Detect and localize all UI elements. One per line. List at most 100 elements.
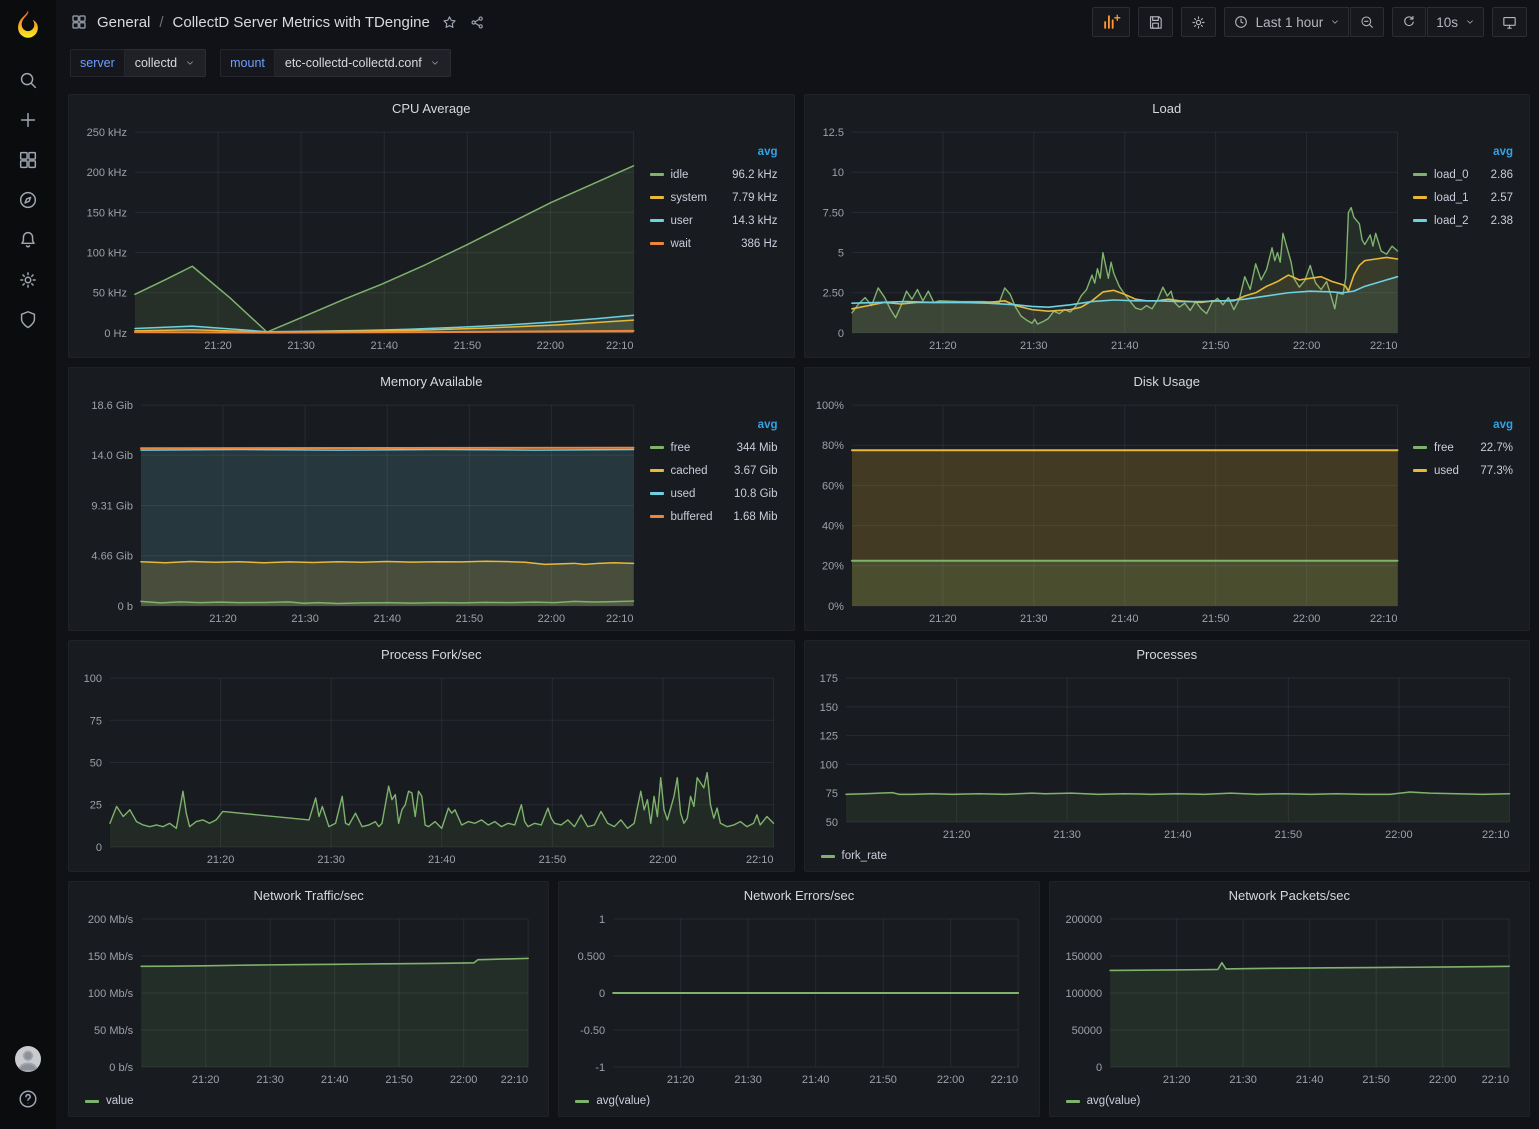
chart-area[interactable]: 0 b4.66 Gib9.31 Gib14.0 Gib18.6 Gib21:20… [75, 395, 648, 628]
variable-mount-value[interactable]: etc-collectd-collectd.conf [275, 49, 451, 77]
svg-text:21:20: 21:20 [1163, 1074, 1191, 1086]
svg-text:22:00: 22:00 [537, 340, 565, 352]
sidebar-item-alerting[interactable] [6, 220, 50, 260]
series-name[interactable]: load_2 [1434, 215, 1469, 227]
chart-area[interactable]: 02.5057.501012.521:2021:3021:4021:5022:0… [811, 122, 1412, 355]
dashboard-settings-button[interactable] [1181, 7, 1216, 37]
panel-row-4: Network Traffic/sec 0 b/s50 Mb/s100 Mb/s… [68, 881, 1530, 1117]
panel-body: 0%20%40%60%80%100%21:2021:3021:4021:5022… [805, 395, 1530, 630]
series-name[interactable]: avg(value) [596, 1095, 650, 1107]
legend: avgfree22.7%used77.3% [1411, 395, 1523, 628]
svg-text:75: 75 [825, 788, 837, 800]
legend-item: wait 386 Hz [650, 232, 778, 255]
sidebar-item-search[interactable] [6, 60, 50, 100]
panel-title[interactable]: Network Traffic/sec [69, 883, 548, 909]
legend-avg-header[interactable]: avg [650, 146, 778, 158]
sidebar-item-profile[interactable] [6, 1039, 50, 1079]
svg-text:22:10: 22:10 [501, 1074, 529, 1086]
zoom-out-button[interactable] [1350, 7, 1384, 37]
star-dashboard-button[interactable] [441, 14, 458, 31]
chart-area[interactable]: 0 b/s50 Mb/s100 Mb/s150 Mb/s200 Mb/s21:2… [75, 909, 542, 1089]
svg-text:21:40: 21:40 [1296, 1074, 1324, 1086]
svg-text:4.66 Gib: 4.66 Gib [91, 551, 133, 563]
variable-server-label: server [70, 49, 125, 77]
panel-title[interactable]: Disk Usage [805, 369, 1530, 395]
legend-item: free22.7% [1413, 436, 1513, 459]
svg-text:150000: 150000 [1065, 951, 1102, 963]
panel-title[interactable]: CPU Average [69, 96, 794, 122]
grafana-app: General / CollectD Server Metrics with T… [0, 0, 1539, 1129]
svg-text:22:00: 22:00 [1292, 613, 1320, 625]
series-name[interactable]: user [671, 215, 693, 227]
variable-mount[interactable]: mount etc-collectd-collectd.conf [220, 49, 451, 77]
panel-title[interactable]: Network Errors/sec [559, 883, 1038, 909]
legend-avg-header[interactable]: avg [1413, 146, 1513, 158]
sidebar-item-dashboards[interactable] [6, 140, 50, 180]
main-area: General / CollectD Server Metrics with T… [56, 0, 1539, 1129]
panel-body: 0 Hz50 kHz100 kHz150 kHz200 kHz250 kHz21… [69, 122, 794, 357]
panel: Network Traffic/sec 0 b/s50 Mb/s100 Mb/s… [68, 881, 549, 1117]
svg-text:21:40: 21:40 [1110, 340, 1138, 352]
sidebar-item-explore[interactable] [6, 180, 50, 220]
series-name[interactable]: cached [671, 465, 708, 477]
series-name[interactable]: load_1 [1434, 192, 1469, 204]
dashboard-settings-gear-icon [1190, 14, 1207, 31]
series-name[interactable]: buffered [671, 511, 713, 523]
chart-area[interactable]: 025507510021:2021:3021:4021:5022:0022:10 [75, 668, 788, 869]
refresh-interval-label: 10s [1436, 15, 1458, 30]
series-swatch [1066, 1100, 1080, 1103]
legend-avg-header[interactable]: avg [1413, 419, 1513, 431]
panel-title[interactable]: Memory Available [69, 369, 794, 395]
series-name[interactable]: free [671, 442, 691, 454]
chart-area[interactable]: 0 Hz50 kHz100 kHz150 kHz200 kHz250 kHz21… [75, 122, 648, 355]
variable-server[interactable]: server collectd [70, 49, 206, 77]
save-dashboard-button[interactable] [1138, 7, 1173, 37]
svg-text:21:20: 21:20 [667, 1074, 695, 1086]
series-name[interactable]: used [671, 488, 696, 500]
chart-area[interactable]: 05000010000015000020000021:2021:3021:402… [1056, 909, 1523, 1089]
svg-text:100 Mb/s: 100 Mb/s [88, 988, 134, 1000]
legend-item: system7.79 kHz [650, 186, 778, 209]
share-dashboard-button[interactable] [469, 14, 486, 31]
chevron-down-icon [1330, 17, 1340, 27]
sidebar-item-configuration[interactable] [6, 260, 50, 300]
sidebar-item-server-admin[interactable] [6, 300, 50, 340]
series-name[interactable]: free [1434, 442, 1454, 454]
svg-text:22:10: 22:10 [991, 1074, 1019, 1086]
panel-title[interactable]: Load [805, 96, 1530, 122]
series-name[interactable]: wait [671, 238, 691, 250]
chart-area[interactable]: 507510012515017521:2021:3021:4021:5022:0… [811, 668, 1524, 844]
series-name[interactable]: load_0 [1434, 169, 1469, 181]
panel-body: 0 b/s50 Mb/s100 Mb/s150 Mb/s200 Mb/s21:2… [69, 909, 548, 1091]
legend-item: free344 Mib [650, 436, 778, 459]
variable-server-value[interactable]: collectd [125, 49, 206, 77]
configuration-gear-icon [17, 269, 39, 291]
series-name[interactable]: value [106, 1095, 134, 1107]
legend-item: idle96.2 kHz [650, 163, 778, 186]
panel-title[interactable]: Network Packets/sec [1050, 883, 1529, 909]
svg-text:21:30: 21:30 [1229, 1074, 1257, 1086]
legend-avg-header[interactable]: avg [650, 419, 778, 431]
sidebar-item-help[interactable] [6, 1079, 50, 1119]
refresh-interval-picker[interactable]: 10s [1427, 7, 1484, 37]
series-name[interactable]: used [1434, 465, 1459, 477]
series-name[interactable]: fork_rate [842, 850, 887, 862]
sidebar-item-create[interactable] [6, 100, 50, 140]
cycle-view-button[interactable] [1492, 7, 1527, 37]
time-range-picker[interactable]: Last 1 hour [1224, 7, 1350, 37]
panel: Memory Available 0 b4.66 Gib9.31 Gib14.0… [68, 367, 795, 631]
chart-area[interactable]: 0%20%40%60%80%100%21:2021:3021:4021:5022… [811, 395, 1412, 628]
add-panel-button[interactable] [1092, 7, 1130, 37]
series-name[interactable]: avg(value) [1087, 1095, 1141, 1107]
series-name[interactable]: idle [671, 169, 689, 181]
chart-area[interactable]: -1-0.5000.500121:2021:3021:4021:5022:002… [565, 909, 1032, 1089]
refresh-button[interactable] [1392, 7, 1426, 37]
grafana-logo[interactable] [10, 8, 46, 44]
panel-title[interactable]: Processes [805, 642, 1530, 668]
series-avg-value: 386 Hz [741, 238, 777, 250]
legend: avg(value) [1050, 1091, 1529, 1116]
panel-title[interactable]: Process Fork/sec [69, 642, 794, 668]
breadcrumb-folder[interactable]: General [97, 14, 150, 31]
panel: Processes 507510012515017521:2021:3021:4… [804, 640, 1531, 872]
series-name[interactable]: system [671, 192, 707, 204]
